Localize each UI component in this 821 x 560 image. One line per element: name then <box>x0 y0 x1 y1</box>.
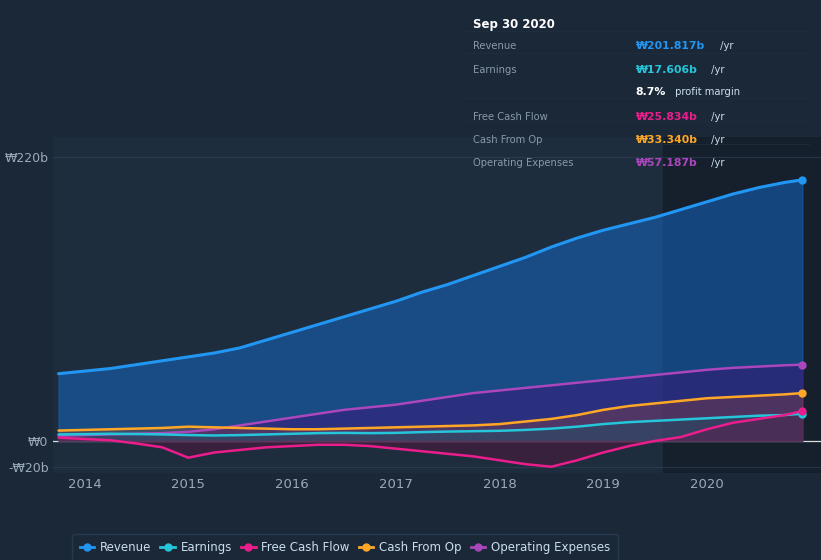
Text: ₩17.606b: ₩17.606b <box>635 66 698 75</box>
Text: Earnings: Earnings <box>473 66 516 75</box>
Text: /yr: /yr <box>708 134 725 144</box>
Text: Operating Expenses: Operating Expenses <box>473 158 573 168</box>
Text: Free Cash Flow: Free Cash Flow <box>473 111 548 122</box>
Text: ₩201.817b: ₩201.817b <box>635 41 705 52</box>
Text: Cash From Op: Cash From Op <box>473 134 542 144</box>
Text: ₩57.187b: ₩57.187b <box>635 158 698 168</box>
Text: ₩33.340b: ₩33.340b <box>635 134 698 144</box>
Text: profit margin: profit margin <box>672 87 740 97</box>
Text: /yr: /yr <box>708 158 725 168</box>
Bar <box>663 137 821 473</box>
Text: /yr: /yr <box>708 66 725 75</box>
Text: Sep 30 2020: Sep 30 2020 <box>473 18 554 31</box>
Text: Revenue: Revenue <box>473 41 516 52</box>
Text: ₩25.834b: ₩25.834b <box>635 111 698 122</box>
Text: 8.7%: 8.7% <box>635 87 666 97</box>
Text: /yr: /yr <box>717 41 734 52</box>
Legend: Revenue, Earnings, Free Cash Flow, Cash From Op, Operating Expenses: Revenue, Earnings, Free Cash Flow, Cash … <box>72 534 617 560</box>
Text: /yr: /yr <box>708 111 725 122</box>
